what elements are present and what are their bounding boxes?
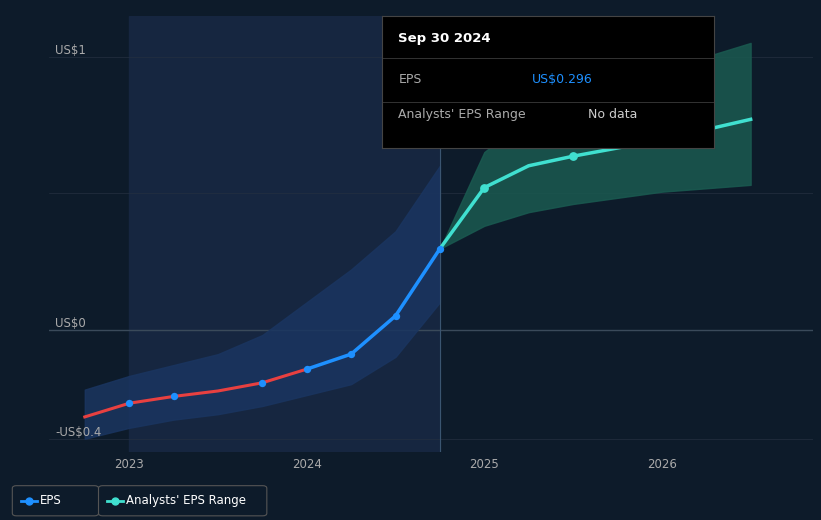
Point: [478, 184, 491, 192]
Text: EPS: EPS: [398, 73, 422, 86]
Text: US$1: US$1: [55, 44, 86, 57]
Point: [167, 392, 180, 400]
Point: [655, 136, 668, 144]
Point: [345, 350, 358, 358]
Text: Analysts' EPS Range: Analysts' EPS Range: [398, 109, 526, 122]
Text: No data: No data: [588, 109, 637, 122]
Text: Sep 30 2024: Sep 30 2024: [398, 32, 491, 45]
Text: EPS: EPS: [39, 494, 61, 508]
Text: Analysts' EPS Range: Analysts' EPS Range: [126, 494, 245, 508]
Point: [300, 365, 314, 373]
Text: Actual: Actual: [397, 46, 434, 59]
Text: US$0.296: US$0.296: [531, 73, 592, 86]
Point: [256, 379, 269, 387]
Point: [433, 244, 447, 253]
Text: -US$0.4: -US$0.4: [55, 426, 102, 439]
Point: [389, 311, 402, 320]
Point: [566, 152, 580, 160]
Text: US$0: US$0: [55, 317, 86, 330]
Point: [122, 399, 135, 408]
Text: Analysts Forecasts: Analysts Forecasts: [445, 46, 555, 59]
Bar: [129, 16, 440, 452]
